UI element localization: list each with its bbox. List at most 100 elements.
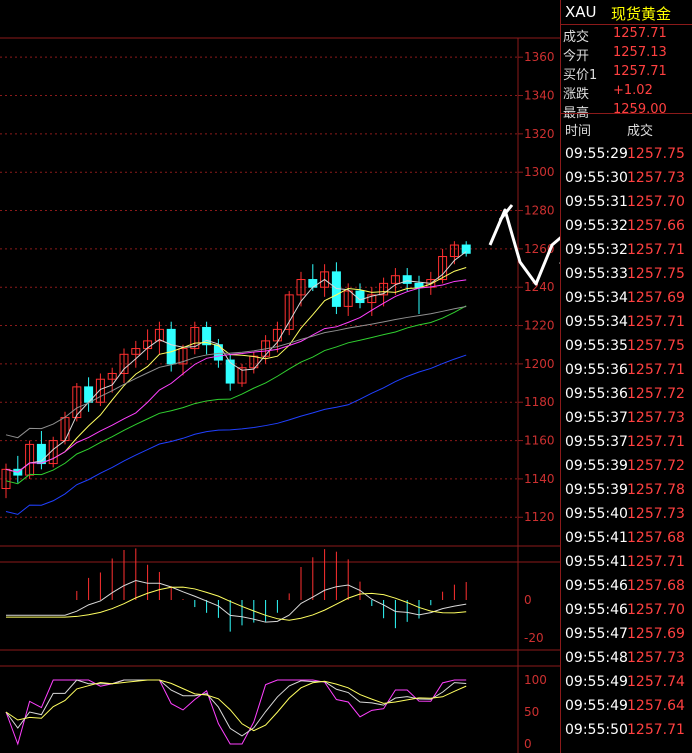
quote-label: 涨跌: [563, 87, 590, 102]
price-tick-label: 1180: [524, 395, 555, 409]
tick-row[interactable]: 09:55:32 1257.71: [561, 239, 692, 263]
tick-row[interactable]: 09:55:41 1257.68: [561, 527, 692, 551]
tick-price: 1257.72: [627, 458, 685, 474]
tick-row[interactable]: 09:55:37 1257.73: [561, 407, 692, 431]
tick-row[interactable]: 09:55:39 1257.78: [561, 479, 692, 503]
tick-time: 09:55:34: [565, 290, 628, 306]
ticks-header: 时间 成交: [561, 113, 692, 144]
price-tick-label: 1220: [524, 319, 555, 333]
candle-body: [166, 328, 176, 365]
tick-time: 09:55:30: [565, 170, 628, 186]
tick-row[interactable]: 09:55:29 1257.75: [561, 143, 692, 167]
kdj-d-line: [5, 679, 467, 732]
kdj-tick-label: 50: [524, 705, 539, 719]
symbol-code: XAU: [565, 3, 597, 21]
tick-price: 1257.70: [627, 602, 685, 618]
candle-body: [402, 275, 412, 284]
tick-time: 09:55:49: [565, 698, 628, 714]
quote-value: 1257.71: [613, 64, 667, 79]
price-tick-label: 1340: [524, 89, 555, 103]
candle-body: [237, 367, 247, 384]
tick-price: 1257.71: [627, 242, 685, 258]
candle-body: [367, 294, 377, 304]
tick-time: 09:55:39: [565, 482, 628, 498]
macd-tick-label: -20: [524, 631, 544, 645]
price-tick-label: 1260: [524, 242, 555, 256]
tick-row[interactable]: 09:55:34 1257.69: [561, 287, 692, 311]
tick-price: 1257.68: [627, 530, 685, 546]
tick-time: 09:55:49: [565, 674, 628, 690]
candle-body: [48, 440, 58, 465]
tick-time: 09:55:31: [565, 194, 628, 210]
tick-row[interactable]: 09:55:31 1257.70: [561, 191, 692, 215]
tick-row[interactable]: 09:55:34 1257.71: [561, 311, 692, 335]
tick-price: 1257.75: [627, 266, 685, 282]
candle-body: [213, 344, 223, 361]
price-tick-label: 1160: [524, 434, 555, 448]
quote-label: 买价1: [563, 68, 598, 83]
kdj-tick-label: 100: [524, 673, 547, 687]
candle-body: [343, 290, 353, 307]
tick-price: 1257.72: [627, 386, 685, 402]
tick-row[interactable]: 09:55:40 1257.73: [561, 503, 692, 527]
candle-body: [461, 244, 471, 254]
quote-value: 1257.71: [613, 26, 667, 41]
tick-price: 1257.69: [627, 626, 685, 642]
kline-chart[interactable]: 1360 1340 1320 1300 1280 1260 1240 1220 1200 1180…: [0, 0, 560, 753]
tick-row[interactable]: 09:55:36 1257.71: [561, 359, 692, 383]
candle-body: [355, 290, 365, 304]
tick-row[interactable]: 09:55:36 1257.72: [561, 383, 692, 407]
tick-row[interactable]: 09:55:47 1257.69: [561, 623, 692, 647]
tick-time: 09:55:47: [565, 626, 628, 642]
tick-row[interactable]: 09:55:41 1257.71: [561, 551, 692, 575]
tick-row[interactable]: 09:55:48 1257.73: [561, 647, 692, 671]
tick-row[interactable]: 09:55:35 1257.75: [561, 335, 692, 359]
tick-price: 1257.71: [627, 554, 685, 570]
tick-time: 09:55:37: [565, 434, 628, 450]
tick-time: 09:55:33: [565, 266, 628, 282]
candle-body: [131, 348, 141, 355]
tick-time: 09:55:39: [565, 458, 628, 474]
quote-label: 今开: [563, 49, 590, 64]
macd-dea-line: [6, 586, 467, 621]
tick-price: 1257.73: [627, 650, 685, 666]
tick-row[interactable]: 09:55:33 1257.75: [561, 263, 692, 287]
tick-time: 09:55:37: [565, 410, 628, 426]
price-tick-label: 1140: [524, 472, 555, 486]
tick-row[interactable]: 09:55:39 1257.72: [561, 455, 692, 479]
price-tick-label: 1120: [524, 510, 555, 524]
tick-row[interactable]: 09:55:46 1257.70: [561, 599, 692, 623]
tick-price: 1257.75: [627, 146, 685, 162]
tick-row[interactable]: 09:55:50 1257.71: [561, 719, 692, 743]
tick-time: 09:55:36: [565, 386, 628, 402]
candle-body: [202, 326, 212, 346]
tick-time: 09:55:32: [565, 242, 628, 258]
quote-header: XAU 现货黄金: [561, 0, 692, 25]
tick-row[interactable]: 09:55:32 1257.66: [561, 215, 692, 239]
candle-body: [225, 359, 235, 384]
candle-body: [178, 348, 188, 365]
tick-row[interactable]: 09:55:37 1257.71: [561, 431, 692, 455]
tick-row[interactable]: 09:55:30 1257.73: [561, 167, 692, 191]
tick-row[interactable]: 09:55:49 1257.74: [561, 671, 692, 695]
ma-line-magenta: [5, 279, 467, 473]
candle-body: [72, 386, 82, 419]
annotation-arrow: [498, 204, 514, 221]
candle-body: [190, 326, 200, 350]
price-tick-label: 1240: [524, 280, 555, 294]
candle-body: [308, 279, 318, 288]
tick-price: 1257.69: [627, 290, 685, 306]
tick-time: 09:55:36: [565, 362, 628, 378]
quote-panel: XAU 现货黄金 成交 1257.71 今开 1257.13 买价1 1257.71 涨跌 +…: [560, 0, 692, 753]
tick-price: 1257.75: [627, 338, 685, 354]
tick-time: 09:55:46: [565, 602, 628, 618]
tick-price: 1257.78: [627, 482, 685, 498]
tick-row[interactable]: 09:55:49 1257.64: [561, 695, 692, 719]
candle-body: [95, 378, 105, 403]
macd-tick-label: 0: [524, 593, 532, 607]
quote-row: 今开 1257.13: [561, 44, 692, 64]
candle-body: [414, 282, 424, 288]
tick-time: 09:55:41: [565, 530, 628, 546]
tick-row[interactable]: 09:55:46 1257.68: [561, 575, 692, 599]
ma-line-green: [5, 305, 467, 485]
